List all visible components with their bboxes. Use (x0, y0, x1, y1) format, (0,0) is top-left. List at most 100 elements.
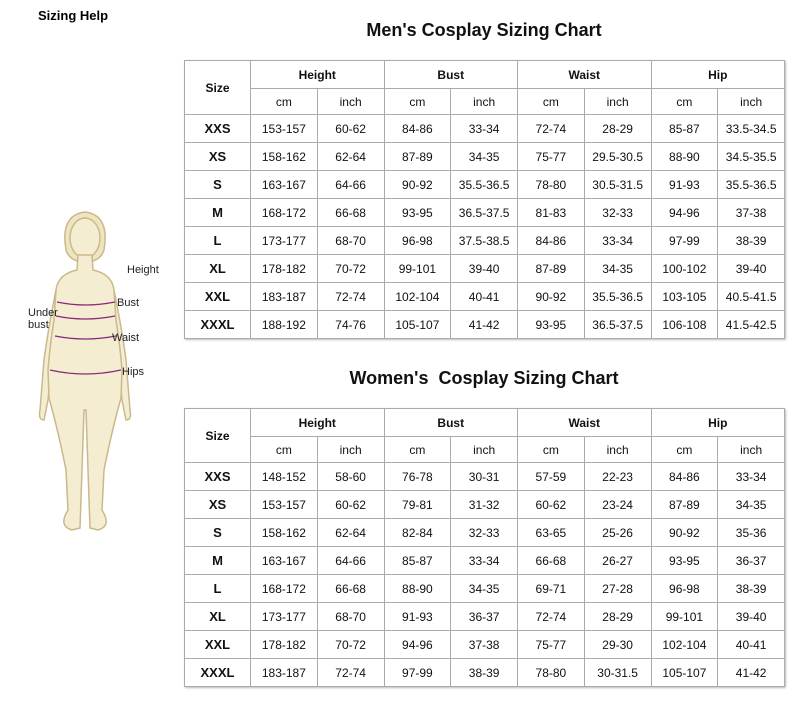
figure-label: Bust (117, 297, 140, 309)
value-cell: 72-74 (517, 114, 585, 143)
unit-header: inch (450, 436, 519, 463)
value-cell: 34-35 (583, 254, 652, 283)
unit-header: cm (250, 436, 318, 463)
value-cell: 85-87 (650, 114, 719, 143)
value-cell: 81-83 (517, 198, 585, 227)
value-cell: 153-157 (250, 490, 318, 519)
unit-header: inch (316, 88, 385, 115)
table-title: Women's Cosplay Sizing Chart (349, 368, 619, 388)
value-cell: 88-90 (650, 142, 719, 171)
value-cell: 39-40 (717, 254, 786, 283)
data-row: XL 178-182 70-72 99-101 39-40 87-89 34-35 100-1… (184, 254, 786, 283)
unit-header: cm (650, 436, 719, 463)
value-cell: 99-101 (650, 602, 719, 631)
body-figure (38, 211, 132, 531)
value-cell: 36-37 (450, 602, 519, 631)
value-cell: 25-26 (583, 518, 652, 547)
figure-label: Under bust (28, 307, 58, 331)
size-header: Size (184, 60, 251, 115)
group-header: Height (250, 60, 385, 89)
value-cell: 78-80 (517, 658, 585, 687)
value-cell: 28-29 (583, 114, 652, 143)
group-header: Bust (383, 408, 519, 437)
value-cell: 158-162 (250, 142, 318, 171)
header-row: Size Height Bust Waist Hip (184, 60, 786, 115)
group-header: Bust (383, 60, 519, 89)
size-cell: XXS (184, 462, 251, 491)
value-cell: 94-96 (650, 198, 719, 227)
value-cell: 26-27 (583, 546, 652, 575)
value-cell: 37-38 (450, 630, 519, 659)
value-cell: 39-40 (450, 254, 519, 283)
size-header: Size (184, 408, 251, 463)
value-cell: 32-33 (450, 518, 519, 547)
data-row: XXL 183-187 72-74 102-104 40-41 90-92 35.5-36.… (184, 282, 786, 311)
value-cell: 34-35 (450, 142, 519, 171)
value-cell: 97-99 (383, 658, 452, 687)
value-cell: 30.5-31.5 (583, 170, 652, 199)
value-cell: 91-93 (650, 170, 719, 199)
value-cell: 62-64 (316, 518, 385, 547)
value-cell: 148-152 (250, 462, 318, 491)
value-cell: 41-42 (717, 658, 786, 687)
value-cell: 102-104 (383, 282, 452, 311)
value-cell: 72-74 (517, 602, 585, 631)
value-cell: 99-101 (383, 254, 452, 283)
value-cell: 36.5-37.5 (583, 310, 652, 339)
value-cell: 100-102 (650, 254, 719, 283)
value-cell: 66-68 (316, 198, 385, 227)
value-cell: 66-68 (316, 574, 385, 603)
group-header: Hip (650, 60, 786, 89)
value-cell: 34-35 (717, 490, 786, 519)
value-cell: 27-28 (583, 574, 652, 603)
value-cell: 173-177 (250, 602, 318, 631)
figure-label: Hips (122, 366, 145, 378)
value-cell: 34.5-35.5 (717, 142, 786, 171)
value-cell: 30-31 (450, 462, 519, 491)
figure-label: Height (127, 264, 159, 276)
value-cell: 33-34 (583, 226, 652, 255)
unit-header: inch (583, 88, 652, 115)
group-header: Waist (517, 60, 652, 89)
size-cell: XS (184, 490, 251, 519)
value-cell: 40.5-41.5 (717, 282, 786, 311)
value-cell: 102-104 (650, 630, 719, 659)
data-row: XXS 148-152 58-60 76-78 30-31 57-59 22-23 84-86… (184, 462, 786, 491)
sizing-table: Size Height Bust Waist Hip cm inch cm inch cm inch… (184, 408, 786, 687)
unit-header: inch (717, 436, 786, 463)
size-cell: XL (184, 254, 251, 283)
value-cell: 183-187 (250, 658, 318, 687)
data-row: XL 173-177 68-70 91-93 36-37 72-74 28-29 99-101… (184, 602, 786, 631)
data-row: S 158-162 62-64 82-84 32-33 63-65 25-26 90-92 35… (184, 518, 786, 547)
value-cell: 30-31.5 (583, 658, 652, 687)
value-cell: 72-74 (316, 658, 385, 687)
value-cell: 168-172 (250, 574, 318, 603)
unit-header: inch (316, 436, 385, 463)
value-cell: 106-108 (650, 310, 719, 339)
value-cell: 84-86 (650, 462, 719, 491)
value-cell: 105-107 (650, 658, 719, 687)
value-cell: 33.5-34.5 (717, 114, 786, 143)
data-row: S 163-167 64-66 90-92 35.5-36.5 78-80 30.5-31.… (184, 170, 786, 199)
value-cell: 28-29 (583, 602, 652, 631)
value-cell: 60-62 (316, 490, 385, 519)
unit-header: cm (517, 88, 585, 115)
value-cell: 33-34 (450, 546, 519, 575)
size-cell: XXXL (184, 310, 251, 339)
value-cell: 78-80 (517, 170, 585, 199)
value-cell: 85-87 (383, 546, 452, 575)
value-cell: 94-96 (383, 630, 452, 659)
value-cell: 29-30 (583, 630, 652, 659)
unit-header: inch (717, 88, 786, 115)
value-cell: 93-95 (383, 198, 452, 227)
value-cell: 40-41 (717, 630, 786, 659)
value-cell: 32-33 (583, 198, 652, 227)
size-cell: M (184, 198, 251, 227)
unit-header: inch (450, 88, 519, 115)
unit-header: cm (383, 436, 452, 463)
value-cell: 74-76 (316, 310, 385, 339)
value-cell: 105-107 (383, 310, 452, 339)
value-cell: 39-40 (717, 602, 786, 631)
value-cell: 41-42 (450, 310, 519, 339)
value-cell: 60-62 (517, 490, 585, 519)
